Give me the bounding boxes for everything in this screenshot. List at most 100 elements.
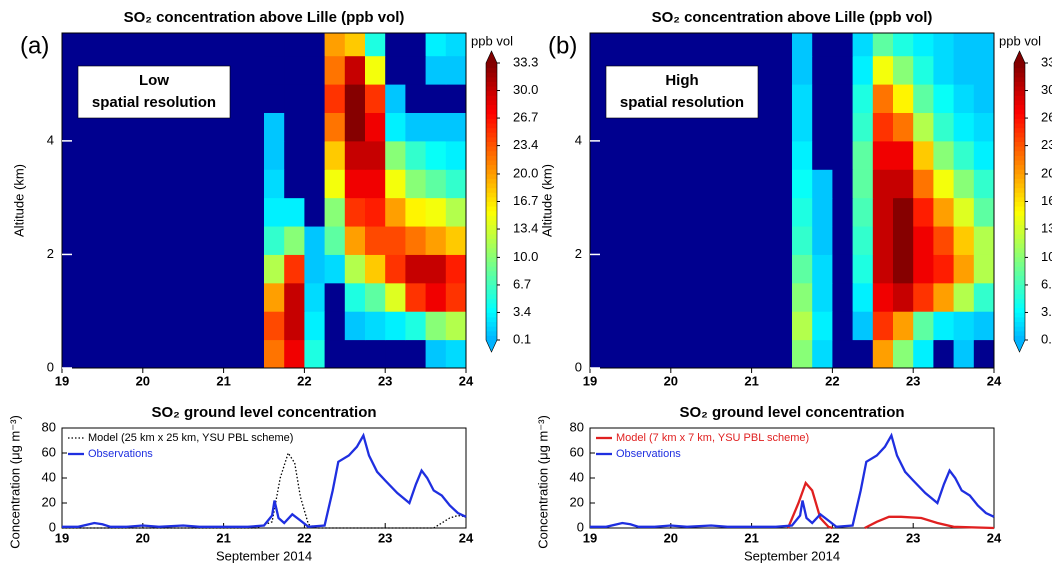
heat-cell [264, 33, 285, 57]
colorbar-top-extension [486, 51, 497, 63]
colorbar-tick-label: 20.0 [513, 165, 538, 180]
x-tick-label: 24 [459, 373, 474, 388]
heat-cell [893, 33, 914, 57]
heat-cell [953, 282, 975, 312]
heat-cell [953, 169, 975, 199]
heat-cell [445, 55, 467, 85]
heat-cell [284, 140, 305, 170]
heat-cell [872, 84, 894, 113]
colorbar-step [486, 183, 497, 189]
heat-cell [425, 282, 447, 312]
colorbar-step [1014, 252, 1025, 258]
heat-cell [872, 55, 894, 85]
heat-cell [284, 254, 305, 284]
y-tick-label: 60 [570, 444, 584, 459]
colorbar-step [1014, 275, 1025, 281]
heat-cell [324, 33, 346, 57]
heat-cell [324, 55, 346, 85]
heat-cell [973, 339, 995, 369]
heat-cell [264, 226, 285, 255]
heat-cell [812, 339, 833, 369]
heat-cell [872, 226, 894, 255]
colorbar-step [1014, 233, 1025, 239]
colorbar-label: ppb vol [999, 33, 1041, 48]
series-line [590, 432, 995, 528]
colorbar-step [1014, 63, 1025, 69]
heat-cell [405, 197, 427, 227]
colorbar-step [486, 99, 497, 106]
heat-cell [264, 55, 285, 85]
heat-cell [405, 169, 427, 199]
heat-cell [405, 254, 427, 284]
heat-cell [264, 84, 285, 113]
colorbar-step [486, 95, 497, 101]
heat-cell [425, 33, 447, 57]
x-tick-label: 21 [216, 530, 230, 545]
heat-cell [832, 282, 854, 312]
heat-cell [852, 254, 874, 284]
colorbar-step [486, 224, 497, 230]
colorbar-step [1014, 326, 1025, 332]
colorbar-step [486, 335, 497, 341]
colorbar-step [486, 233, 497, 239]
heat-cell [425, 55, 447, 85]
annotation-text: Low [139, 72, 169, 89]
heat-cell [953, 84, 975, 113]
heat-cell [953, 226, 975, 255]
colorbar-step [1014, 206, 1025, 212]
heat-cell [385, 55, 406, 85]
heat-cell [852, 197, 874, 227]
colorbar-step [1014, 303, 1025, 309]
heat-cell [953, 112, 975, 142]
heat-cell [284, 226, 305, 255]
colorbar-tick-label: 6.7 [513, 276, 531, 291]
colorbar-step [486, 312, 497, 318]
x-tick-label: 24 [987, 373, 1002, 388]
heat-cell [812, 282, 833, 312]
colorbar-bottom-extension [1014, 340, 1025, 352]
colorbar-step [486, 206, 497, 212]
heat-cell [324, 311, 346, 341]
heat-cell [324, 254, 346, 284]
heat-cell [852, 112, 874, 142]
heat-cell [365, 169, 386, 199]
heat-cell [405, 140, 427, 170]
heat-cell [284, 112, 305, 142]
heat-cell [973, 311, 995, 341]
plot-frame [61, 32, 467, 369]
heat-cell [893, 339, 914, 369]
colorbar-tick-label: 26.7 [513, 110, 538, 125]
heat-cell [933, 226, 955, 255]
colorbar-tick-label: 16.7 [513, 193, 538, 208]
colorbar-step [486, 136, 497, 142]
heat-cell [973, 254, 995, 284]
heat-cell [812, 311, 833, 341]
colorbar-step [486, 229, 497, 235]
heat-cell [284, 197, 305, 227]
y-axis-label: Concentration (μg m⁻³) [7, 415, 22, 549]
heat-cell [872, 197, 894, 227]
heat-cell [973, 169, 995, 199]
heat-cell [264, 311, 285, 341]
colorbar-step [486, 270, 497, 276]
colorbar-tick-label: 10.0 [1041, 249, 1052, 264]
colorbar-tick-label: 0.1 [513, 331, 531, 346]
colorbar-step [1014, 298, 1025, 304]
heat-cell [792, 55, 813, 85]
heat-cell [832, 226, 854, 255]
heat-cell [344, 84, 366, 113]
colorbar-step [486, 81, 497, 87]
colorbar-step [486, 132, 497, 138]
colorbar-step [1014, 150, 1025, 156]
heat-cell [385, 254, 406, 284]
heat-cell [832, 254, 854, 284]
heat-cell [365, 55, 386, 85]
heat-cell [365, 112, 386, 142]
legend-label: Observations [88, 448, 153, 460]
heat-cell [852, 84, 874, 113]
heat-cell [324, 226, 346, 255]
x-tick-label: 21 [216, 373, 230, 388]
heat-cell [304, 282, 326, 312]
heat-cell [344, 55, 366, 85]
colorbar-step [486, 307, 497, 313]
